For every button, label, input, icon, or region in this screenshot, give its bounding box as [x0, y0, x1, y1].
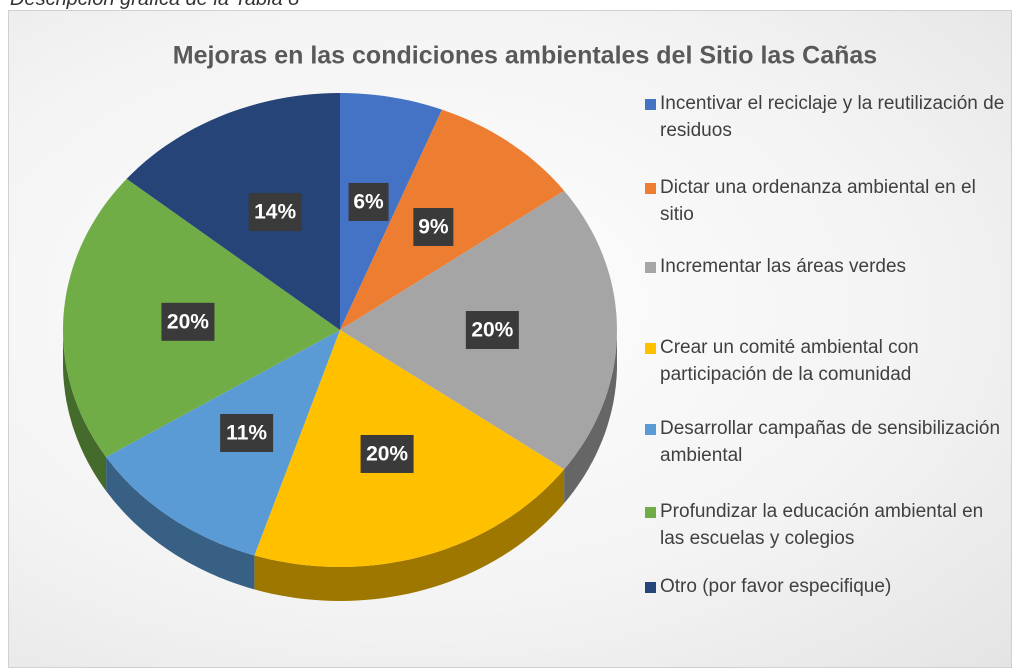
data-label: 11%	[226, 422, 267, 445]
caption: Descripción gráfica de la Tabla 8	[10, 0, 299, 11]
legend-label: Profundizar la educación ambiental en la…	[660, 501, 984, 549]
data-label-box	[220, 413, 274, 452]
legend-swatch	[645, 99, 656, 110]
legend-swatch	[645, 262, 656, 273]
legend-swatch	[645, 424, 656, 435]
data-label: 20%	[167, 310, 209, 333]
data-label-box	[465, 311, 519, 349]
data-label: 6%	[353, 191, 384, 214]
pie-slice	[340, 93, 442, 330]
data-label-box	[413, 208, 454, 247]
data-label-box	[161, 302, 215, 341]
slice-side	[254, 469, 565, 601]
data-label: 20%	[366, 443, 408, 466]
data-label: 14%	[254, 201, 296, 224]
slice-side	[564, 330, 617, 504]
data-label-box	[248, 193, 302, 232]
data-label: 9%	[418, 216, 449, 239]
legend-swatch	[645, 582, 656, 593]
slice-side	[106, 457, 255, 590]
pie-slice	[126, 93, 340, 330]
chart-title: Mejoras en las condiciones ambientales d…	[173, 42, 877, 70]
slice-side	[63, 330, 107, 491]
legend-label: Crear un comité ambiental con participac…	[660, 337, 919, 385]
legend-swatch	[645, 183, 656, 194]
data-label-box	[360, 434, 414, 473]
data-label: 20%	[471, 319, 513, 342]
legend-label: Incentivar el reciclaje y la reutilizaci…	[660, 93, 1005, 141]
legend-label: Dictar una ordenanza ambiental en el sit…	[660, 177, 976, 225]
legend-label: Incrementar las áreas verdes	[660, 256, 907, 277]
legend-label: Otro (por favor especifique)	[660, 576, 892, 597]
legend-label: Desarrollar campañas de sensibilización …	[660, 418, 1001, 466]
data-label-box	[348, 182, 389, 221]
legend-swatch	[645, 507, 656, 518]
legend-swatch	[645, 343, 656, 354]
